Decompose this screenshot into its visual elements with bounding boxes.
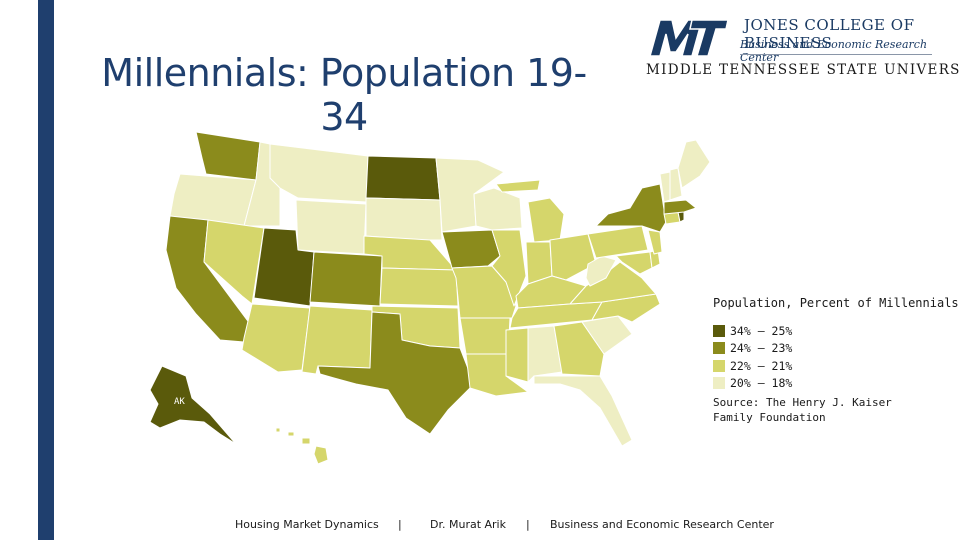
legend-swatch [713,324,725,337]
state-arkansas [459,317,511,355]
state-new-york [595,183,667,233]
footer-organization: Business and Economic Research Center [550,518,774,531]
state-alaska [149,365,237,445]
state-colorado [309,251,383,307]
state-hawaii-island [313,445,329,465]
left-accent-bar [38,0,54,540]
legend-item: 20% – 18% [713,375,959,393]
slide-title: Millennials: Population 19-34 [101,51,587,139]
footer-presenter: Dr. Murat Arik [430,518,506,531]
state-north-dakota [365,155,441,201]
alaska-label: AK [174,397,185,407]
state-texas [317,311,475,435]
state-wisconsin [473,187,523,231]
footer-separator: | [398,518,402,531]
state-ohio [549,233,597,281]
state-hawaii-maui [301,437,311,445]
state-new-jersey [647,229,663,255]
legend-item: 22% – 21% [713,357,959,375]
legend-title: Population, Percent of Millennials [713,296,959,310]
footer-presentation-title: Housing Market Dynamics [235,518,379,531]
state-hawaii-oahu [287,431,295,437]
footer-separator: | [526,518,530,531]
state-maine [677,139,710,189]
state-virginia [569,261,657,305]
legend-swatch [713,377,725,390]
college-name: JONES COLLEGE OF BUSINESS [744,16,915,52]
slide-footer: Housing Market Dynamics | Dr. Murat Arik… [0,518,960,534]
state-montana [269,143,369,203]
source-note: Source: The Henry J. Kaiser Family Found… [713,396,892,424]
state-michigan [527,197,565,243]
state-iowa [441,229,501,269]
state-alabama [527,325,563,383]
mt-logo-mark: MT [649,19,729,57]
university-name: MIDDLE TENNESSEE STATE UNIVERSITY [646,62,960,78]
research-center-name: Business and Economic Research Center [740,38,928,64]
state-pennsylvania [587,225,649,259]
legend-swatch [713,342,725,355]
state-massachusetts [663,199,697,215]
state-maryland [615,251,653,275]
university-logo: MT JONES COLLEGE OF BUSINESS Business an… [640,12,960,82]
state-new-mexico [301,305,373,375]
legend-label: 20% – 18% [730,376,793,391]
state-arizona [241,303,311,373]
state-florida [533,375,633,447]
state-georgia [553,321,605,377]
state-hawaii-kauai [275,427,281,433]
state-kansas [379,267,459,307]
state-wyoming [295,199,367,255]
map-legend: Population, Percent of Millennials 34% –… [713,296,959,392]
logo-divider [740,54,932,55]
state-mississippi [505,327,529,383]
state-nevada [203,219,265,305]
state-michigan-up [495,179,541,193]
legend-swatch [713,359,725,372]
state-washington [195,131,261,181]
state-illinois [491,229,527,307]
state-new-hampshire [669,167,683,201]
legend-label: 34% – 25% [730,323,793,338]
legend-label: 22% – 21% [730,358,793,373]
state-south-dakota [365,197,443,241]
legend-item: 24% – 23% [713,340,959,358]
legend-label: 24% – 23% [730,341,793,356]
legend-item: 34% – 25% [713,322,959,340]
us-choropleth-map: AK [149,131,710,465]
